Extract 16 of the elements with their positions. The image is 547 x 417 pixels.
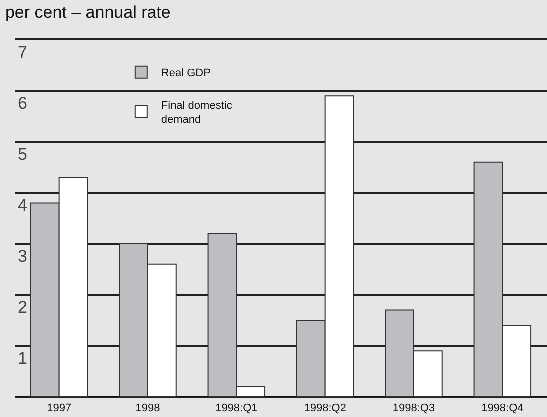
y-tick-label: 1: [18, 348, 28, 368]
y-tick-label: 3: [18, 246, 28, 266]
legend-label: Real GDP: [161, 68, 211, 80]
y-tick-label: 7: [18, 42, 28, 62]
x-tick-label: 1998:Q4: [482, 402, 524, 415]
y-tick-label: 2: [18, 298, 28, 317]
x-tick-label: 1998:Q1: [216, 402, 258, 415]
x-tick-label: 1998:Q2: [304, 402, 346, 415]
x-tick-label: 1998:Q3: [392, 402, 436, 415]
x-tick-label: 1997: [47, 402, 72, 415]
legend-label: Final domestic demand: [161, 100, 233, 126]
y-tick-label: 4: [18, 196, 28, 215]
y-tick-label: 6: [18, 94, 28, 113]
chart-title: per cent – annual rate: [5, 3, 171, 22]
x-tick-label: 1998: [136, 402, 160, 415]
y-tick-label: 5: [18, 144, 28, 164]
